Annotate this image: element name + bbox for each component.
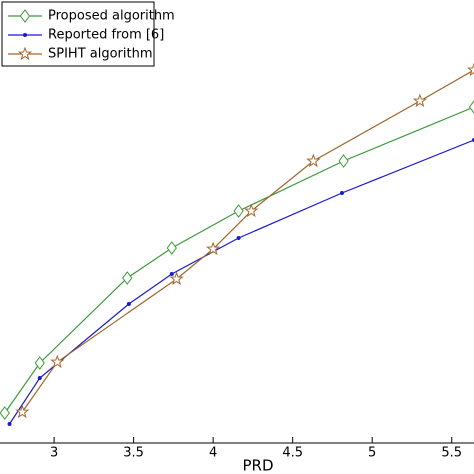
- legend-label: SPIHT algorithm: [48, 47, 153, 62]
- series-line: [4, 106, 474, 414]
- legend-label: Proposed algorithm: [48, 9, 175, 24]
- point: [169, 271, 184, 286]
- point: [236, 236, 241, 240]
- point: [126, 302, 131, 306]
- x-tick-label: 4.5: [282, 446, 303, 461]
- x-tick-label: 5: [368, 446, 376, 461]
- point: [7, 422, 12, 426]
- point: [15, 404, 30, 419]
- point: [50, 354, 65, 369]
- x-tick-label: 5.5: [441, 446, 462, 461]
- point: [306, 153, 321, 168]
- point: [338, 154, 349, 168]
- point: [244, 203, 259, 218]
- legend-marker: [17, 46, 33, 61]
- point: [339, 191, 344, 195]
- point: [412, 93, 427, 108]
- point: [37, 376, 42, 380]
- legend-label: Reported from [6]: [48, 28, 164, 43]
- point: [166, 241, 177, 255]
- point: [122, 271, 133, 285]
- x-tick-label: 4: [209, 446, 217, 461]
- point: [468, 100, 474, 114]
- point: [34, 356, 45, 370]
- point: [169, 272, 174, 276]
- point: [233, 204, 244, 218]
- point: [206, 241, 221, 256]
- x-axis-label: PRD: [242, 457, 273, 474]
- point: [0, 406, 10, 420]
- legend-marker: [19, 9, 31, 23]
- legend-marker: [23, 33, 27, 37]
- series-line: [8, 139, 474, 425]
- x-tick-label: 3.5: [123, 446, 144, 461]
- point: [466, 62, 474, 77]
- x-tick-label: 3: [50, 446, 58, 461]
- series-line: [21, 69, 474, 413]
